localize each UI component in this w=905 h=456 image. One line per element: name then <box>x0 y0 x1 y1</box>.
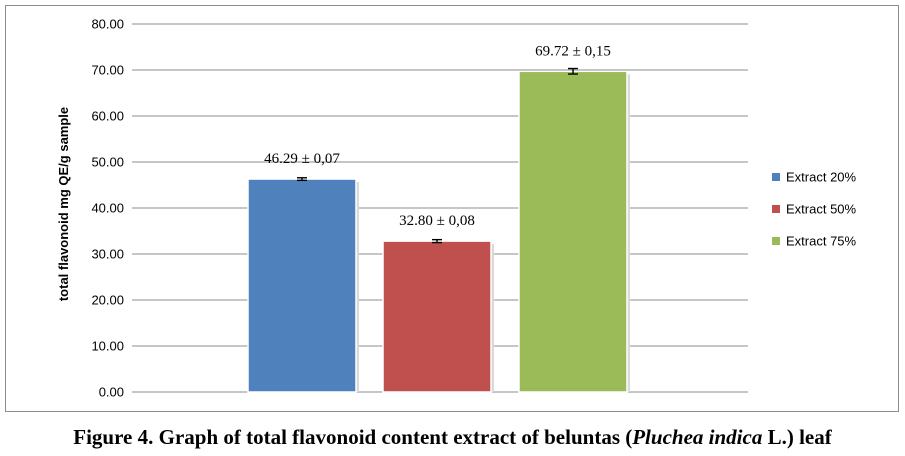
chart-frame: total flavonoid mg QE/g sample 0.00 10.00… <box>5 5 899 412</box>
bar <box>247 178 357 393</box>
legend-entry: Extract 50% <box>786 202 857 217</box>
data-label: 32.80 ± 0,08 <box>399 213 475 229</box>
bar <box>518 70 628 393</box>
legend-entry: Extract 75% <box>786 234 857 249</box>
y-tick-label: 40.00 <box>91 201 124 216</box>
data-label: 69.72 ± 0,15 <box>535 43 611 59</box>
y-tick-labels: 0.00 10.00 20.00 30.00 40.00 50.00 60.00 70.00 8… <box>91 17 124 400</box>
legend-entry: Extract 20% <box>786 170 857 185</box>
bar-chart: total flavonoid mg QE/g sample 0.00 10.00… <box>56 17 857 400</box>
caption-species-name: Pluchea indica <box>632 425 763 449</box>
y-tick-label: 80.00 <box>91 17 124 32</box>
y-tick-label: 20.00 <box>91 293 124 308</box>
caption-text-end: L.) leaf <box>762 425 832 449</box>
bar <box>382 240 492 393</box>
y-axis-label: total flavonoid mg QE/g sample <box>56 107 71 301</box>
legend: Extract 20% Extract 50% Extract 75% <box>772 170 857 249</box>
bars: 46.29 ± 0,07 32.80 ± 0,08 69.72 ± 0,15 <box>247 43 630 393</box>
gridlines <box>132 23 748 393</box>
data-label: 46.29 ± 0,07 <box>264 151 340 167</box>
caption-text-start: Figure 4. Graph of total flavonoid conte… <box>73 425 633 449</box>
y-tick-label: 10.00 <box>91 339 124 354</box>
legend-swatch <box>772 237 780 245</box>
y-tick-label: 70.00 <box>91 63 124 78</box>
legend-swatch <box>772 205 780 213</box>
y-tick-label: 50.00 <box>91 155 124 170</box>
legend-swatch <box>772 173 780 181</box>
figure-caption: Figure 4. Graph of total flavonoid conte… <box>0 418 905 456</box>
y-tick-label: 0.00 <box>99 385 124 400</box>
y-tick-label: 60.00 <box>91 109 124 124</box>
y-tick-label: 30.00 <box>91 247 124 262</box>
